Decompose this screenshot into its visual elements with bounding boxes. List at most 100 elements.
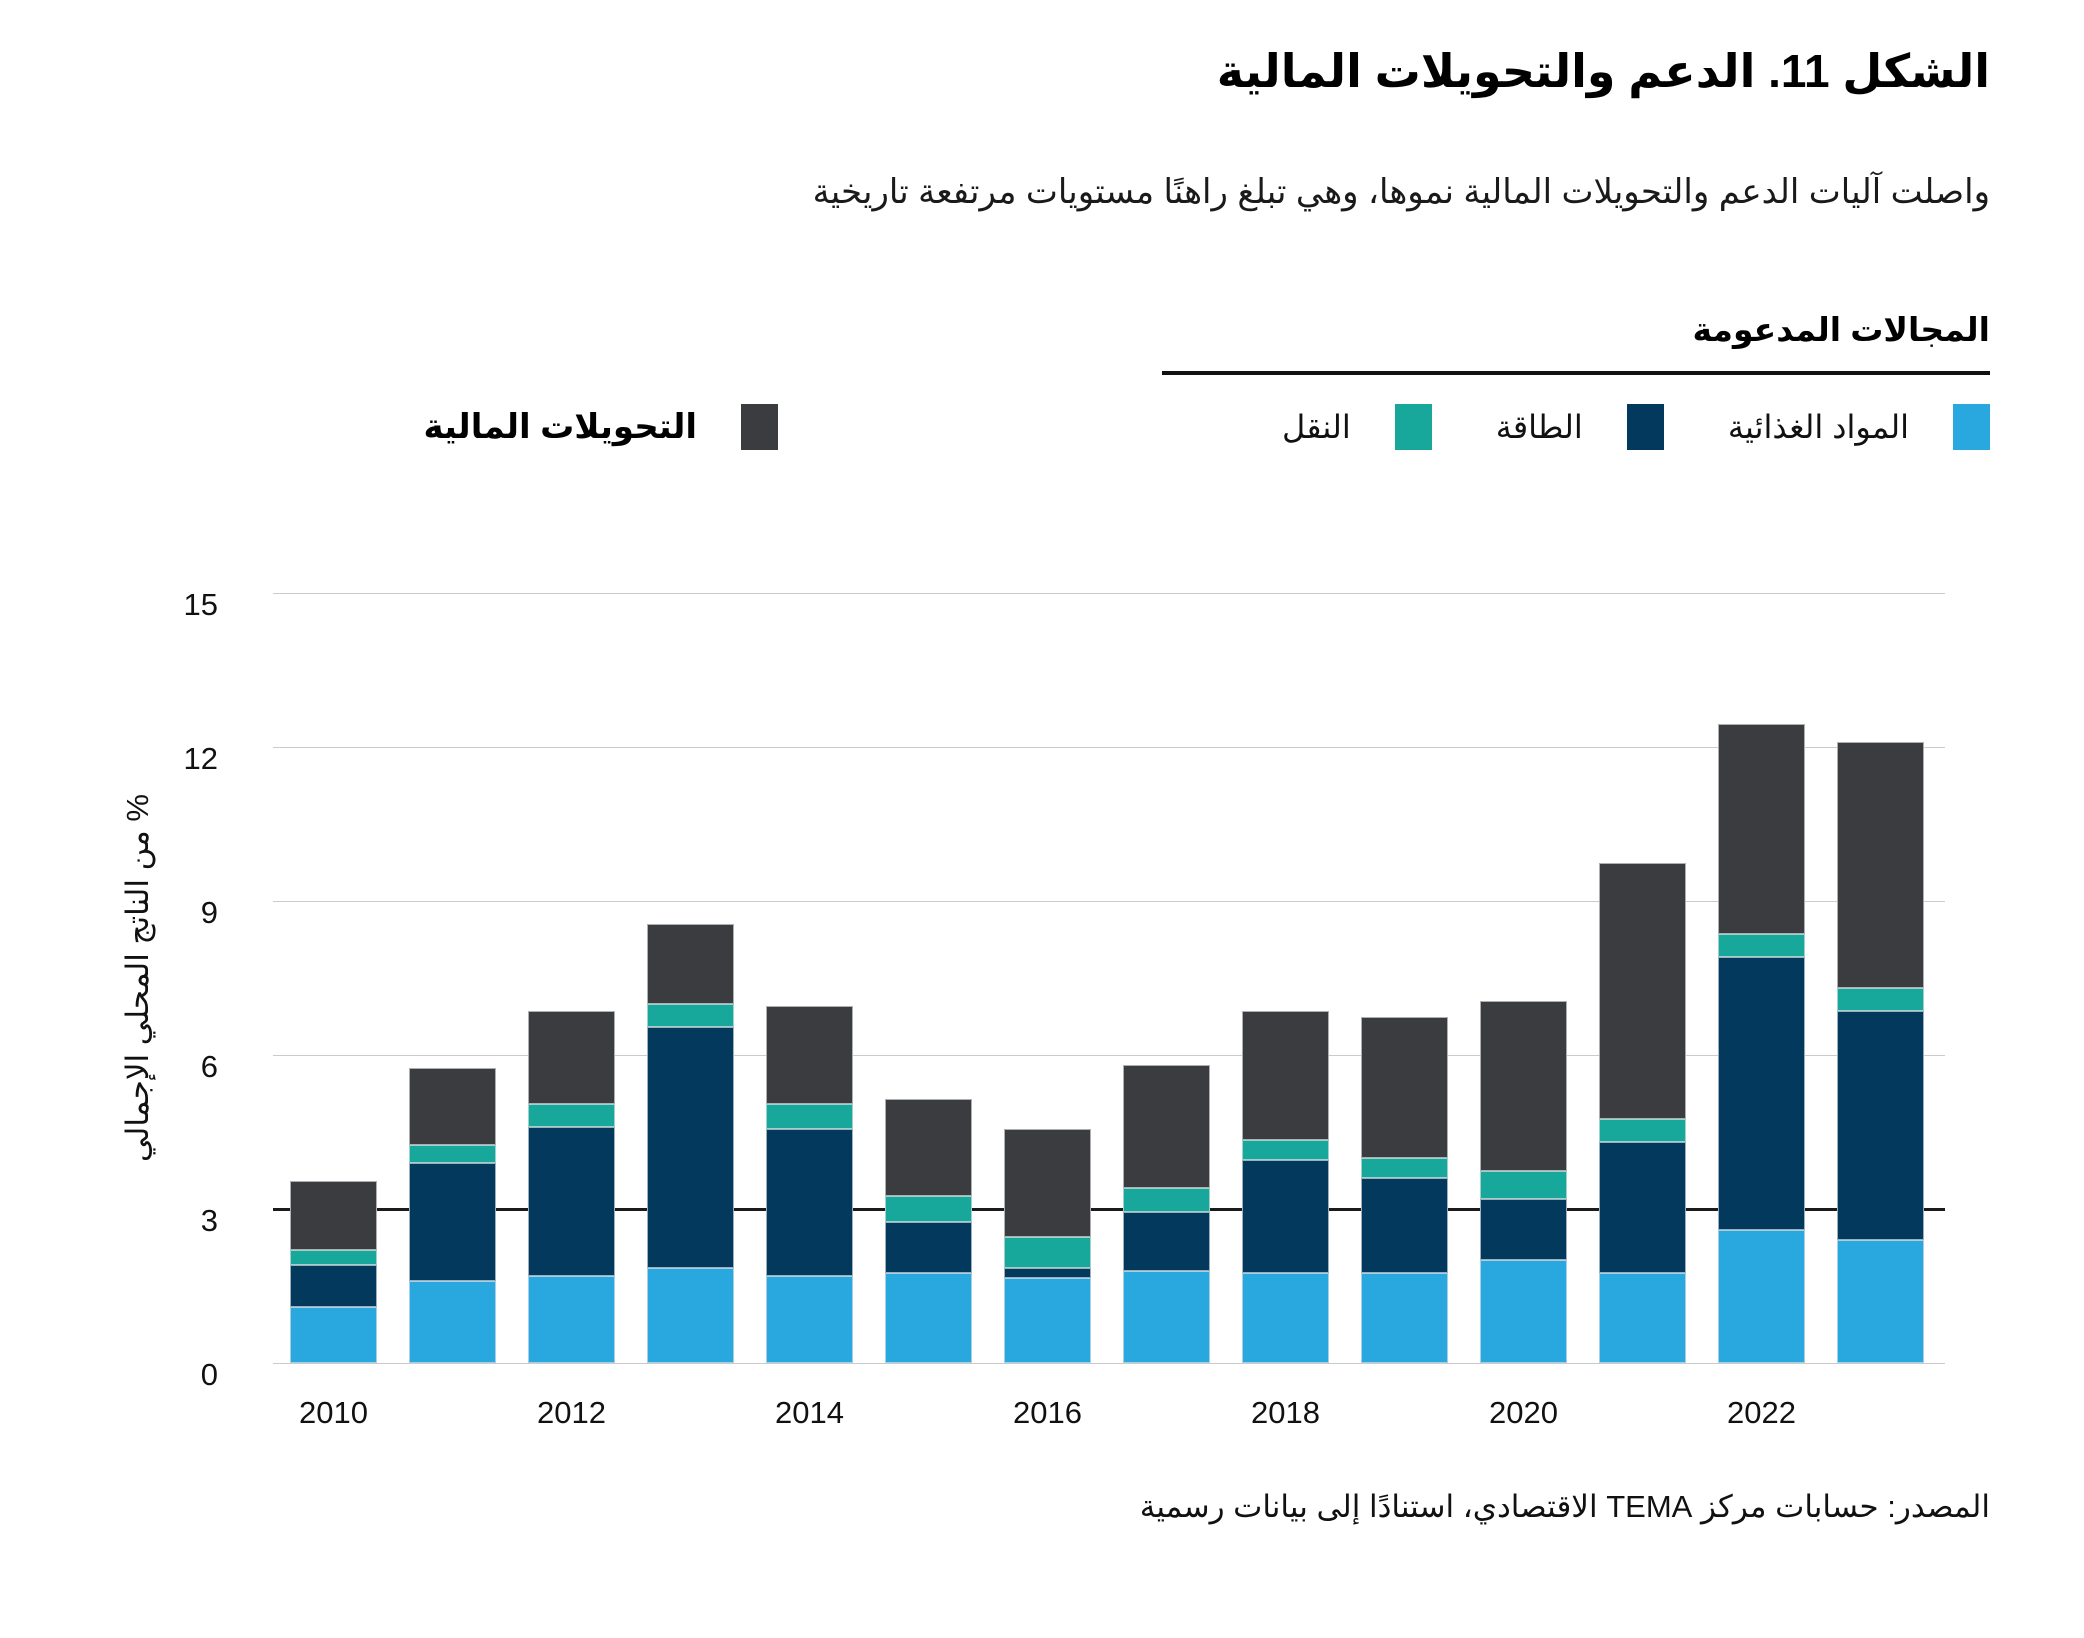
bar-segment-transfers <box>1599 862 1686 1120</box>
bar-2022 <box>1718 723 1805 1363</box>
bar-segment-transport <box>1361 1157 1448 1179</box>
bar-segment-energy <box>1480 1198 1567 1261</box>
legend-item-label: الطاقة <box>1495 409 1583 445</box>
reference-gridline <box>273 1208 1945 1211</box>
gridline <box>273 901 1945 902</box>
bar-segment-transfers <box>885 1098 972 1197</box>
gridline <box>273 1363 1945 1364</box>
bar-segment-food <box>1004 1278 1091 1363</box>
bar-segment-transfers <box>1480 1001 1567 1171</box>
y-tick-label: 9 <box>200 895 218 930</box>
bar-segment-transfers <box>1004 1129 1091 1238</box>
bar-segment-food <box>1480 1260 1567 1363</box>
bar-2012 <box>528 1011 615 1363</box>
x-tick-label: 2010 <box>299 1395 368 1430</box>
bar-segment-energy <box>1361 1178 1448 1274</box>
bar-segment-transport <box>766 1103 853 1130</box>
bar-segment-energy <box>766 1129 853 1276</box>
bar-segment-transfers <box>528 1011 615 1104</box>
bar-2017 <box>1123 1065 1210 1363</box>
legend-item-transport: النقل <box>1282 404 1432 450</box>
legend-item-label: المواد الغذائية <box>1727 409 1909 445</box>
bar-segment-energy <box>1837 1011 1924 1240</box>
legend-item-food: المواد الغذائية <box>1728 404 1990 450</box>
bar-segment-transport <box>290 1250 377 1266</box>
x-tick-label: 2020 <box>1489 1395 1558 1430</box>
legend-item-label: النقل <box>1282 409 1351 445</box>
y-tick-label: 12 <box>183 741 218 776</box>
bar-2018 <box>1242 1011 1329 1363</box>
legend-item-energy: الطاقة <box>1496 404 1664 450</box>
bar-segment-food <box>647 1268 734 1363</box>
bar-segment-transfers <box>1123 1065 1210 1189</box>
bar-segment-transfers <box>409 1067 496 1145</box>
bar-segment-energy <box>647 1026 734 1269</box>
bar-segment-food <box>290 1306 377 1363</box>
bar-segment-energy <box>1004 1268 1091 1279</box>
x-tick-label: 2016 <box>1013 1395 1082 1430</box>
transport-swatch-icon <box>1394 404 1432 450</box>
bar-2016 <box>1004 1129 1091 1363</box>
bar-segment-transport <box>1837 988 1924 1012</box>
bar-segment-energy <box>409 1162 496 1281</box>
y-tick-label: 15 <box>183 587 218 622</box>
bar-segment-energy <box>1718 957 1805 1230</box>
bar-segment-food <box>885 1273 972 1363</box>
x-tick-label: 2012 <box>537 1395 606 1430</box>
y-tick-label: 0 <box>200 1357 218 1392</box>
bar-segment-energy <box>290 1265 377 1307</box>
bar-2011 <box>409 1067 496 1363</box>
bar-segment-energy <box>1242 1160 1329 1274</box>
energy-swatch-icon <box>1626 404 1664 450</box>
bar-segment-food <box>766 1275 853 1363</box>
legend-item-transfers: التحويلات المالية <box>423 404 778 450</box>
bar-segment-transfers <box>1361 1016 1448 1158</box>
bar-segment-food <box>1123 1270 1210 1363</box>
bar-segment-food <box>1599 1273 1686 1363</box>
source-note: المصدر: حسابات مركز TEMA الاقتصادي، استن… <box>1139 1489 1990 1524</box>
bar-segment-food <box>1837 1239 1924 1363</box>
bar-segment-transfers <box>766 1006 853 1104</box>
bar-segment-transport <box>647 1003 734 1027</box>
food-swatch-icon <box>1953 404 1990 450</box>
gridline <box>273 593 1945 594</box>
bar-2021 <box>1599 862 1686 1363</box>
bar-segment-transport <box>528 1103 615 1127</box>
bar-segment-food <box>409 1280 496 1363</box>
gridline <box>273 1055 1945 1056</box>
bar-segment-transfers <box>1242 1011 1329 1140</box>
x-tick-label: 2022 <box>1727 1395 1796 1430</box>
gridline <box>273 747 1945 748</box>
legend: المواد الغذائية الطاقة النقل <box>1282 404 1990 450</box>
bar-segment-food <box>528 1275 615 1363</box>
bar-segment-transfers <box>1718 723 1805 935</box>
bar-segment-transport <box>1599 1119 1686 1143</box>
figure-subtitle: واصلت آليات الدعم والتحويلات المالية نمو… <box>812 173 1990 211</box>
bar-segment-transport <box>1718 934 1805 958</box>
bar-segment-transfers <box>290 1180 377 1251</box>
bar-2015 <box>885 1098 972 1363</box>
bar-2020 <box>1480 1001 1567 1363</box>
bar-segment-food <box>1718 1229 1805 1363</box>
bar-segment-energy <box>528 1126 615 1276</box>
legend-underline <box>1162 371 1990 375</box>
bar-segment-transport <box>1004 1237 1091 1269</box>
bar-2013 <box>647 924 734 1363</box>
bar-segment-energy <box>885 1221 972 1274</box>
legend-group-header: المجالات المدعومة <box>1692 311 1990 348</box>
bar-2010 <box>290 1180 377 1363</box>
plot-area <box>273 593 1945 1364</box>
legend-item-label: التحويلات المالية <box>423 408 697 446</box>
y-tick-label: 6 <box>200 1049 218 1084</box>
bar-segment-transfers <box>1837 741 1924 989</box>
figure-title: الشكل 11. الدعم والتحويلات المالية <box>1216 45 1990 97</box>
bar-2014 <box>766 1006 853 1363</box>
bar-segment-food <box>1242 1273 1329 1363</box>
bar-segment-transport <box>1242 1139 1329 1161</box>
x-tick-label: 2018 <box>1251 1395 1320 1430</box>
bar-segment-food <box>1361 1273 1448 1363</box>
bar-segment-energy <box>1599 1142 1686 1274</box>
bar-segment-transport <box>885 1196 972 1222</box>
y-axis-title: % من الناتج المحلي الإجمالي <box>120 794 155 1162</box>
bar-2019 <box>1361 1016 1448 1363</box>
